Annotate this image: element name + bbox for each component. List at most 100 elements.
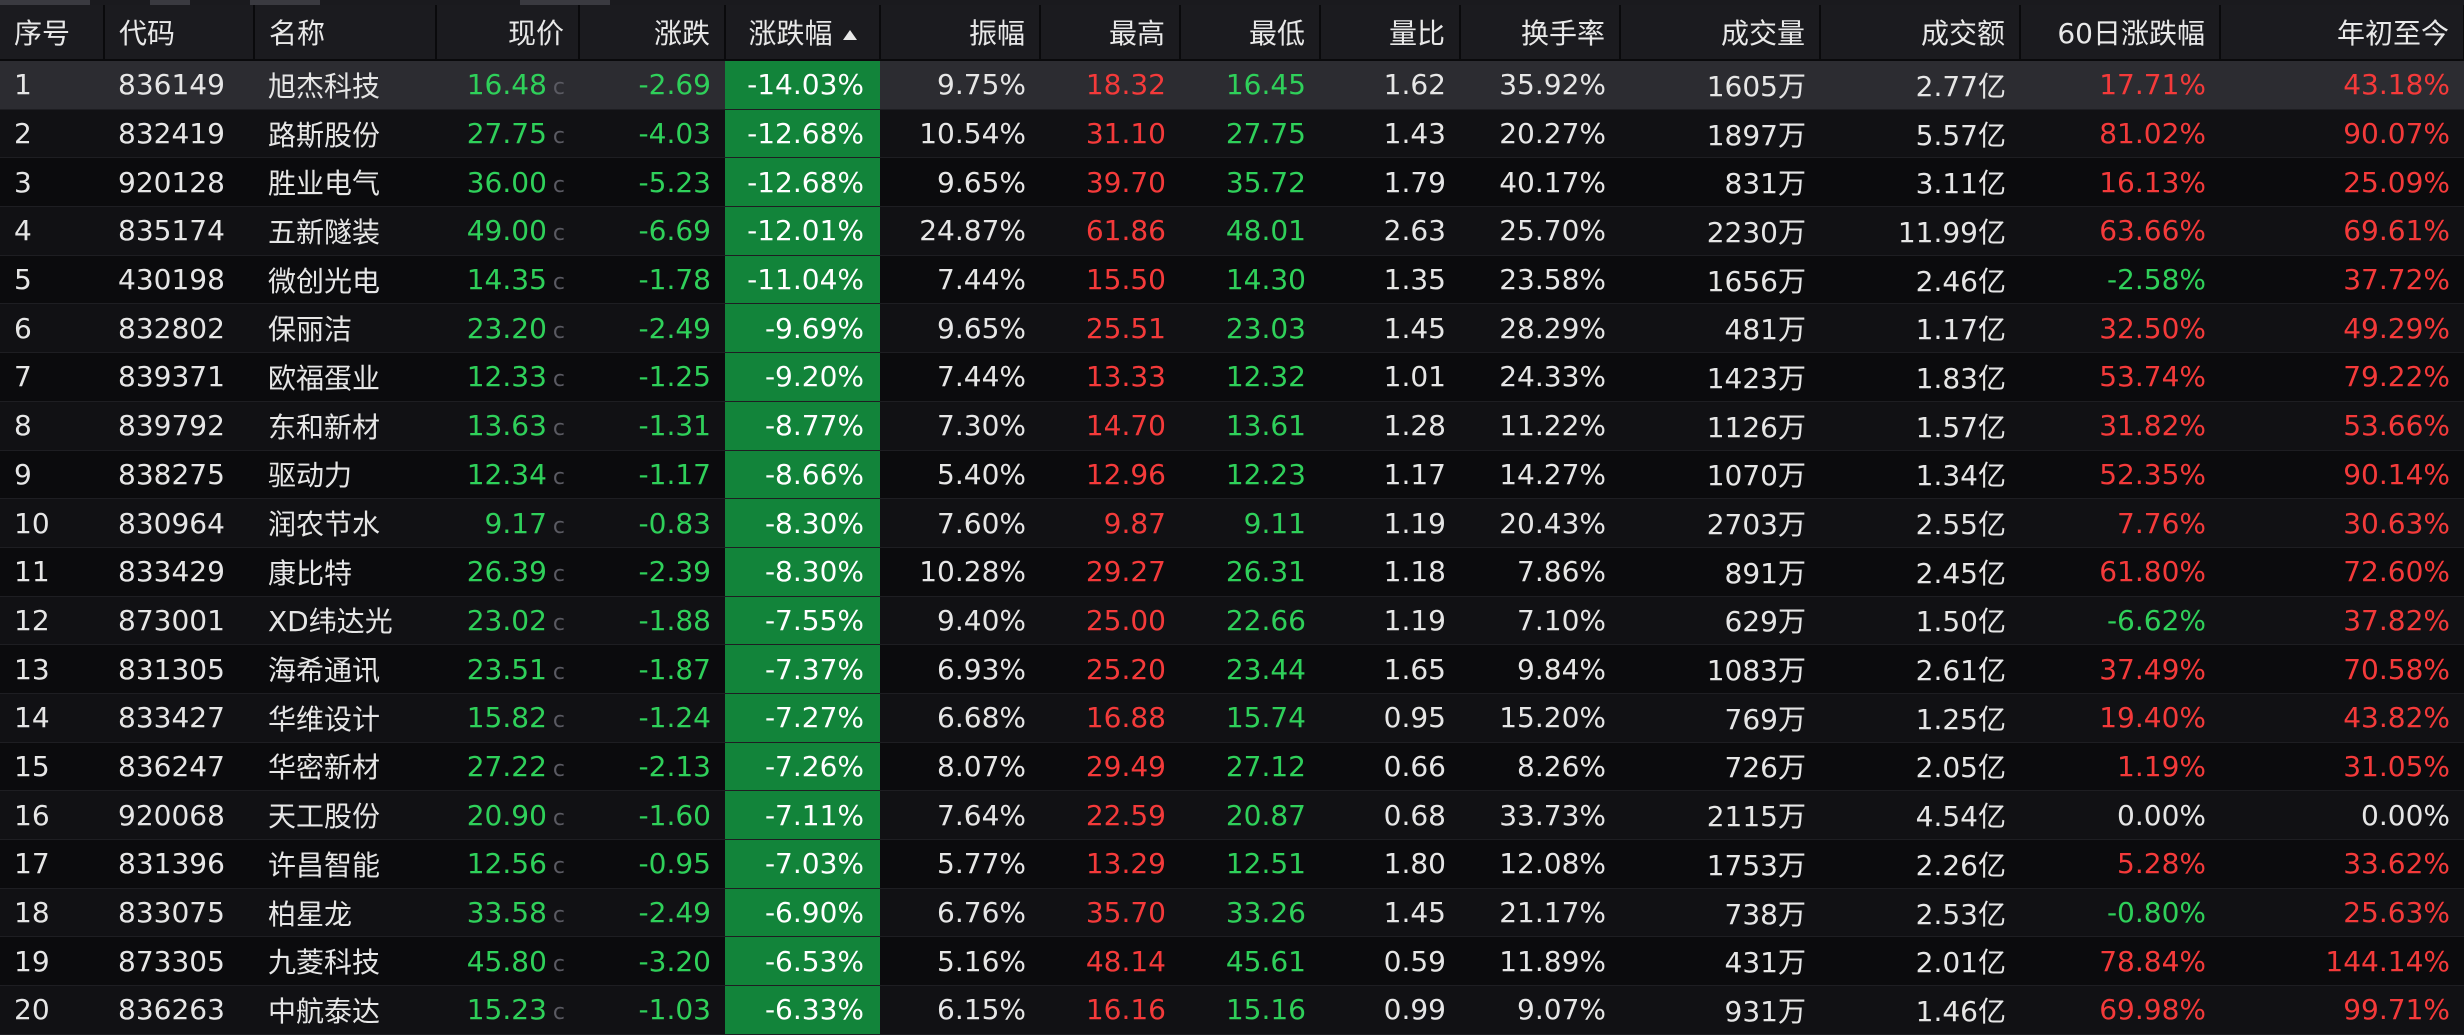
cell-change: -1.60 <box>579 790 725 840</box>
cell-change: -6.69 <box>579 206 725 256</box>
cell-name: 东和新材 <box>254 401 436 451</box>
cell-index: 6 <box>0 303 104 354</box>
cell-volume: 629万 <box>1620 596 1820 646</box>
cell-ytd-change: 37.72% <box>2220 255 2464 305</box>
cell-price: 12.34 c <box>436 450 579 500</box>
cell-volume-ratio: 1.19 <box>1320 498 1460 548</box>
table-row[interactable]: 14 833427 华维设计 15.82 c -1.24 -7.27% 6.68% 16.88 1… <box>0 693 2464 743</box>
cell-60day-change: 1.19% <box>2020 742 2220 792</box>
table-row[interactable]: 15 836247 华密新材 27.22 c -2.13 -7.26% 8.07% 29.49 2… <box>0 742 2464 792</box>
cell-code: 833075 <box>104 888 254 938</box>
cell-change: -1.25 <box>579 352 725 402</box>
cell-volume-ratio: 1.19 <box>1320 596 1460 646</box>
table-row[interactable]: 11 833429 康比特 26.39 c -2.39 -8.30% 10.28% 29.27 2… <box>0 547 2464 597</box>
table-row[interactable]: 10 830964 润农节水 9.17 c -0.83 -8.30% 7.60% 9.87 9.1… <box>0 498 2464 548</box>
cell-code: 838275 <box>104 450 254 500</box>
cell-price: 12.56 c <box>436 839 579 889</box>
cell-60day-change: 78.84% <box>2020 936 2220 987</box>
cell-high: 61.86 <box>1040 206 1180 256</box>
table-row[interactable]: 4 835174 五新隧装 49.00 c -6.69 -12.01% 24.87% 61.86… <box>0 206 2464 256</box>
table-row[interactable]: 16 920068 天工股份 20.90 c -1.60 -7.11% 7.64% 22.59 2… <box>0 790 2464 840</box>
table-row[interactable]: 3 920128 胜业电气 36.00 c -5.23 -12.68% 9.65% 39.70 3… <box>0 157 2464 208</box>
table-row[interactable]: 8 839792 东和新材 13.63 c -1.31 -8.77% 7.30% 14.70 13… <box>0 401 2464 451</box>
cell-turnover-rate: 14.27% <box>1460 450 1620 500</box>
column-header-change[interactable]: 涨跌 <box>579 5 726 61</box>
table-row[interactable]: 20 836263 中航泰达 15.23 c -1.03 -6.33% 6.15% 16.16 1… <box>0 985 2464 1035</box>
cell-price: 33.58 c <box>436 888 579 938</box>
price-suffix-mark: c <box>552 756 565 782</box>
cell-ytd-change: 30.63% <box>2220 498 2464 548</box>
column-header-change-percent[interactable]: 涨跌幅 <box>725 5 881 61</box>
cell-price: 36.00 c <box>436 157 579 208</box>
table-row[interactable]: 2 832419 路斯股份 27.75 c -4.03 -12.68% 10.54% 31.10… <box>0 109 2464 159</box>
table-row[interactable]: 5 430198 微创光电 14.35 c -1.78 -11.04% 7.44% 15.50 1… <box>0 255 2464 305</box>
cell-change-percent: -11.04% <box>725 255 880 305</box>
cell-price: 15.23 c <box>436 985 579 1035</box>
cell-name: 驱动力 <box>254 450 436 500</box>
price-suffix-mark: c <box>552 562 565 588</box>
column-header-amplitude[interactable]: 振幅 <box>880 5 1041 61</box>
cell-turnover-rate: 9.07% <box>1460 985 1620 1035</box>
cell-amplitude: 6.76% <box>880 888 1040 938</box>
cell-volume: 2230万 <box>1620 206 1820 256</box>
sort-ascending-arrow-icon <box>842 30 857 40</box>
column-header-code[interactable]: 代码 <box>104 5 255 61</box>
cell-low: 12.51 <box>1180 839 1320 889</box>
column-header-volume-ratio[interactable]: 量比 <box>1320 5 1461 61</box>
cell-amplitude: 5.77% <box>880 839 1040 889</box>
cell-low: 16.45 <box>1180 60 1320 110</box>
price-value: 20.90 <box>466 798 547 832</box>
cell-change-percent: -6.53% <box>725 936 880 987</box>
table-row[interactable]: 18 833075 柏星龙 33.58 c -2.49 -6.90% 6.76% 35.70 33… <box>0 888 2464 938</box>
cell-amount: 11.99亿 <box>1820 206 2020 256</box>
cell-code: 873001 <box>104 596 254 646</box>
cell-volume: 431万 <box>1620 936 1820 987</box>
cell-high: 22.59 <box>1040 790 1180 840</box>
column-header-amount[interactable]: 成交额 <box>1820 5 2021 61</box>
cell-change-percent: -8.30% <box>725 498 880 548</box>
cell-ytd-change: 72.60% <box>2220 547 2464 597</box>
cell-index: 1 <box>0 60 104 110</box>
column-header-low[interactable]: 最低 <box>1180 5 1321 61</box>
cell-amount: 5.57亿 <box>1820 109 2020 159</box>
column-header-name[interactable]: 名称 <box>254 5 437 61</box>
column-header-price[interactable]: 现价 <box>436 5 580 61</box>
column-header-ytd-change[interactable]: 年初至今 <box>2220 5 2464 61</box>
table-row[interactable]: 17 831396 许昌智能 12.56 c -0.95 -7.03% 5.77% 13.29 1… <box>0 839 2464 889</box>
cell-price: 45.80 c <box>436 936 579 987</box>
column-header-high[interactable]: 最高 <box>1040 5 1181 61</box>
cell-code: 836247 <box>104 742 254 792</box>
column-header-60day-change[interactable]: 60日涨跌幅 <box>2020 5 2221 61</box>
price-suffix-mark: c <box>552 124 565 150</box>
table-row[interactable]: 6 832802 保丽洁 23.20 c -2.49 -9.69% 9.65% 25.51 23.… <box>0 303 2464 354</box>
column-header-index[interactable]: 序号 <box>0 5 105 61</box>
table-row[interactable]: 7 839371 欧福蛋业 12.33 c -1.25 -9.20% 7.44% 13.33 12… <box>0 352 2464 402</box>
table-row[interactable]: 12 873001 XD纬达光 23.02 c -1.88 -7.55% 9.40% 25.00… <box>0 596 2464 646</box>
cell-ytd-change: 33.62% <box>2220 839 2464 889</box>
cell-name: 路斯股份 <box>254 109 436 159</box>
cell-60day-change: 63.66% <box>2020 206 2220 256</box>
table-row[interactable]: 19 873305 九菱科技 45.80 c -3.20 -6.53% 5.16% 48.14 4… <box>0 936 2464 987</box>
price-suffix-mark: c <box>552 416 565 442</box>
cell-amount: 1.25亿 <box>1820 693 2020 743</box>
cell-volume: 726万 <box>1620 742 1820 792</box>
column-header-turnover-rate[interactable]: 换手率 <box>1460 5 1621 61</box>
table-row[interactable]: 1 836149 旭杰科技 16.48 c -2.69 -14.03% 9.75% 18.32 1… <box>0 60 2464 110</box>
cell-price: 23.51 c <box>436 644 579 694</box>
cell-amplitude: 10.54% <box>880 109 1040 159</box>
column-header-volume[interactable]: 成交量 <box>1620 5 1821 61</box>
cell-ytd-change: 0.00% <box>2220 790 2464 840</box>
cell-price: 49.00 c <box>436 206 579 256</box>
cell-volume: 1126万 <box>1620 401 1820 451</box>
cell-volume-ratio: 1.17 <box>1320 450 1460 500</box>
cell-low: 22.66 <box>1180 596 1320 646</box>
table-row[interactable]: 13 831305 海希通讯 23.51 c -1.87 -7.37% 6.93% 25.20 2… <box>0 644 2464 694</box>
cell-ytd-change: 70.58% <box>2220 644 2464 694</box>
table-row[interactable]: 9 838275 驱动力 12.34 c -1.17 -8.66% 5.40% 12.96 12.… <box>0 450 2464 500</box>
cell-low: 45.61 <box>1180 936 1320 987</box>
cell-60day-change: 17.71% <box>2020 60 2220 110</box>
cell-volume-ratio: 1.62 <box>1320 60 1460 110</box>
cell-60day-change: 19.40% <box>2020 693 2220 743</box>
cell-name: 华密新材 <box>254 742 436 792</box>
cell-amount: 2.61亿 <box>1820 644 2020 694</box>
